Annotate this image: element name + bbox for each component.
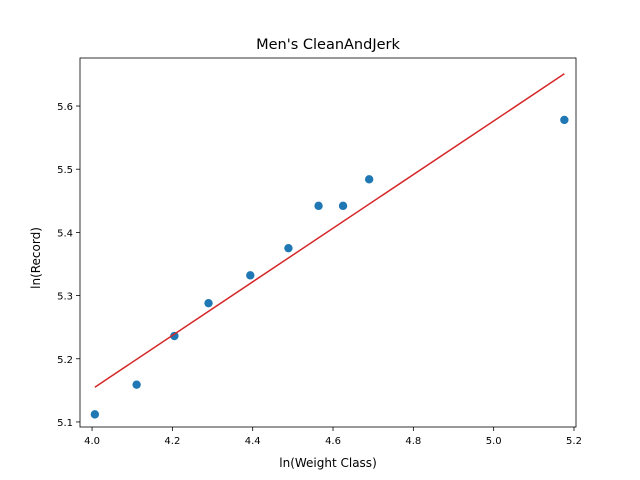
x-tick-label: 4.4 [245, 436, 261, 447]
x-tick-label: 4.8 [405, 436, 421, 447]
x-tick-label: 5.2 [566, 436, 582, 447]
y-axis-label: ln(Record) [29, 227, 43, 289]
y-tick-label: 5.3 [57, 292, 73, 303]
scatter-point [90, 410, 100, 419]
x-tick-label: 4.2 [164, 436, 180, 447]
x-tick-label: 4.0 [84, 436, 100, 447]
y-tick-label: 5.4 [57, 228, 73, 239]
y-tick-label: 5.6 [57, 102, 73, 113]
y-tick-label: 5.2 [57, 355, 73, 366]
plot-area [90, 73, 569, 419]
x-tick-label: 4.6 [325, 436, 341, 447]
fit-line [94, 73, 565, 388]
y-axis: 5.1 5.2 5.3 5.4 5.5 5.6 [57, 102, 80, 429]
scatter-point [338, 201, 348, 211]
scatter-point [560, 115, 569, 125]
x-axis-label: ln(Weight Class) [279, 456, 377, 470]
axes-frame [79, 57, 577, 428]
scatter-point [364, 175, 374, 184]
scatter-point [246, 271, 255, 280]
chart-title: Men's CleanAndJerk [256, 37, 400, 53]
scatter-point [284, 243, 293, 253]
y-tick-label: 5.1 [57, 418, 73, 429]
scatter-point [132, 380, 141, 389]
scatter-point [204, 298, 213, 308]
scatter-point [314, 201, 323, 211]
y-tick-label: 5.5 [57, 165, 73, 176]
scatter-point [170, 331, 179, 341]
x-tick-label: 5.0 [486, 436, 502, 447]
x-axis: 4.0 4.2 4.4 4.6 4.8 5.0 5.2 [84, 427, 582, 447]
